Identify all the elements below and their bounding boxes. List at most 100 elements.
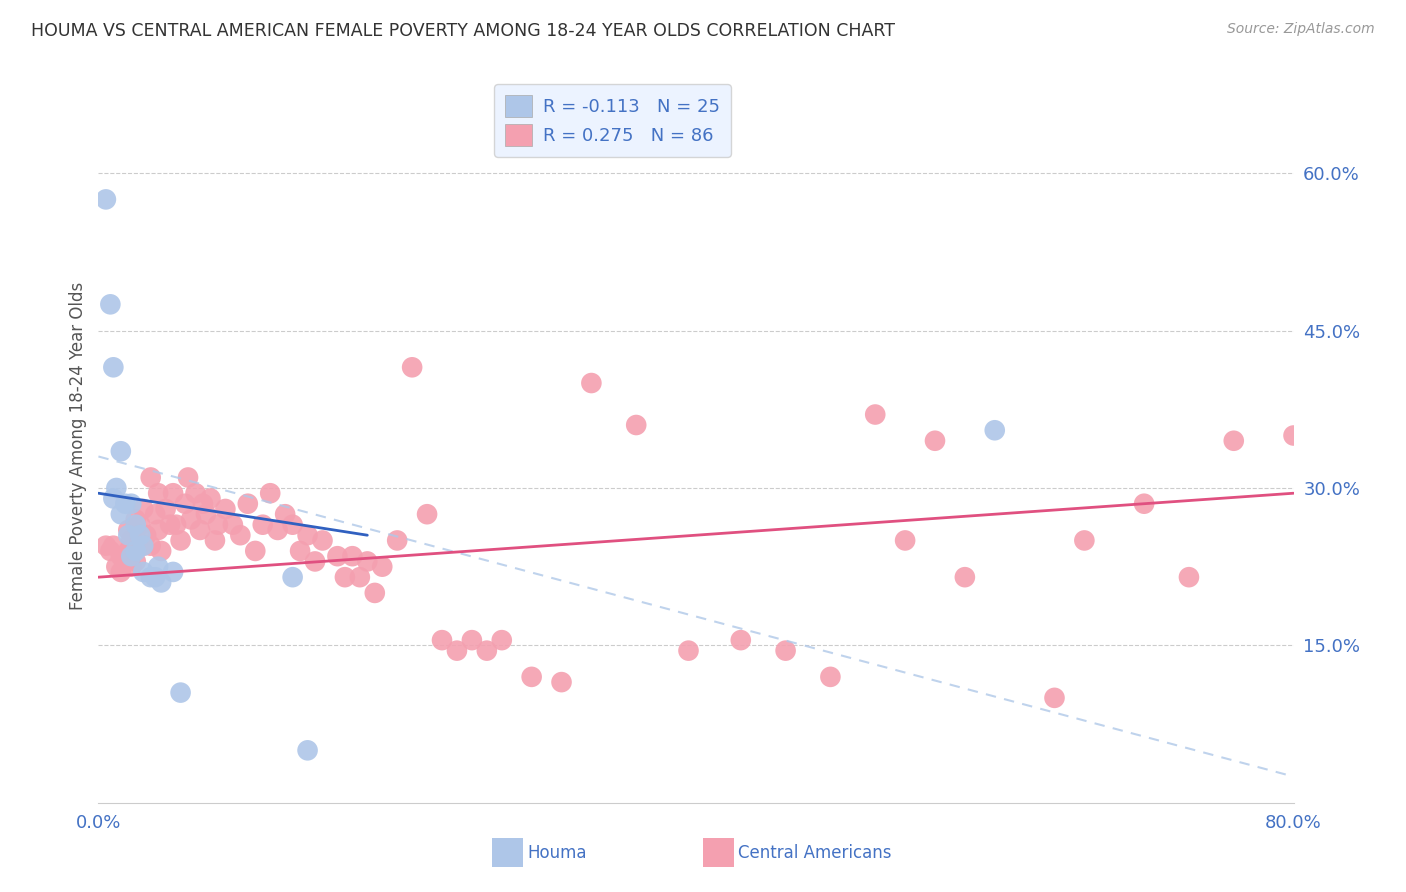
Point (520, 670, 543, 684)
Point (245, 544, 267, 558)
Point (214, 502, 236, 516)
Point (1282, 428, 1305, 442)
Point (148, 523, 170, 537)
Point (120, 559, 142, 574)
Point (356, 554, 378, 568)
Y-axis label: Female Poverty Among 18-24 Year Olds: Female Poverty Among 18-24 Year Olds (69, 282, 87, 610)
Point (148, 486, 170, 500)
Point (446, 643, 468, 657)
Point (865, 408, 887, 422)
Point (120, 549, 142, 564)
Point (401, 360, 423, 375)
Point (626, 417, 648, 432)
Point (114, 554, 136, 568)
Point (159, 517, 181, 532)
Point (98, 544, 122, 558)
Point (110, 444, 132, 458)
Point (550, 675, 572, 690)
Point (103, 491, 125, 506)
Point (204, 533, 226, 548)
Point (165, 517, 187, 532)
Point (333, 570, 356, 584)
Point (349, 570, 371, 584)
Point (222, 517, 245, 532)
Point (461, 633, 484, 648)
Point (894, 533, 917, 548)
Text: HOUMA VS CENTRAL AMERICAN FEMALE POVERTY AMONG 18-24 YEAR OLDS CORRELATION CHART: HOUMA VS CENTRAL AMERICAN FEMALE POVERTY… (31, 22, 896, 40)
Point (191, 497, 214, 511)
Point (110, 565, 132, 579)
Text: Source: ZipAtlas.com: Source: ZipAtlas.com (1227, 22, 1375, 37)
Point (288, 544, 311, 558)
Legend: R = -0.113   N = 25, R = 0.275   N = 86: R = -0.113 N = 25, R = 0.275 N = 86 (494, 84, 731, 157)
Point (311, 533, 333, 548)
Point (953, 570, 976, 584)
Point (132, 539, 155, 553)
Point (143, 507, 166, 521)
Point (475, 643, 498, 657)
Point (103, 539, 125, 553)
Point (125, 544, 148, 558)
Point (924, 434, 946, 448)
Point (195, 507, 218, 521)
Point (117, 544, 139, 558)
Point (139, 539, 162, 553)
Point (139, 570, 162, 584)
Point (132, 502, 155, 516)
Point (105, 559, 128, 574)
Point (984, 423, 1007, 437)
Point (326, 549, 349, 564)
Point (98, 297, 122, 311)
Point (94, 193, 117, 207)
Point (430, 633, 453, 648)
Point (385, 533, 409, 548)
Point (304, 554, 326, 568)
Point (169, 685, 191, 699)
Point (120, 497, 142, 511)
Point (281, 517, 304, 532)
Point (162, 486, 184, 500)
Point (267, 523, 290, 537)
Point (110, 549, 132, 564)
Point (150, 575, 173, 590)
Point (105, 481, 128, 495)
Point (364, 586, 387, 600)
Point (169, 533, 191, 548)
Point (135, 528, 157, 542)
Point (177, 470, 200, 484)
Point (184, 486, 207, 500)
Point (252, 517, 274, 532)
Point (174, 497, 197, 511)
Point (820, 670, 842, 684)
Point (775, 643, 797, 657)
Point (1178, 570, 1201, 584)
Point (110, 507, 132, 521)
Point (103, 360, 125, 375)
Point (274, 507, 297, 521)
Text: Houma: Houma (527, 844, 586, 862)
Point (491, 633, 513, 648)
Point (117, 523, 139, 537)
Point (162, 565, 184, 579)
Point (229, 528, 252, 542)
Point (259, 486, 281, 500)
Point (416, 507, 439, 521)
Point (129, 528, 152, 542)
Point (125, 517, 148, 532)
Point (207, 517, 229, 532)
Point (125, 533, 148, 548)
Point (1223, 434, 1246, 448)
Point (114, 497, 136, 511)
Point (1043, 690, 1066, 705)
Point (180, 512, 202, 526)
Point (1073, 533, 1095, 548)
Point (132, 539, 155, 553)
Point (120, 533, 142, 548)
Point (132, 565, 155, 579)
Point (148, 559, 170, 574)
Point (150, 544, 173, 558)
Point (155, 502, 177, 516)
Point (125, 554, 148, 568)
Point (730, 633, 752, 648)
Point (342, 549, 364, 564)
